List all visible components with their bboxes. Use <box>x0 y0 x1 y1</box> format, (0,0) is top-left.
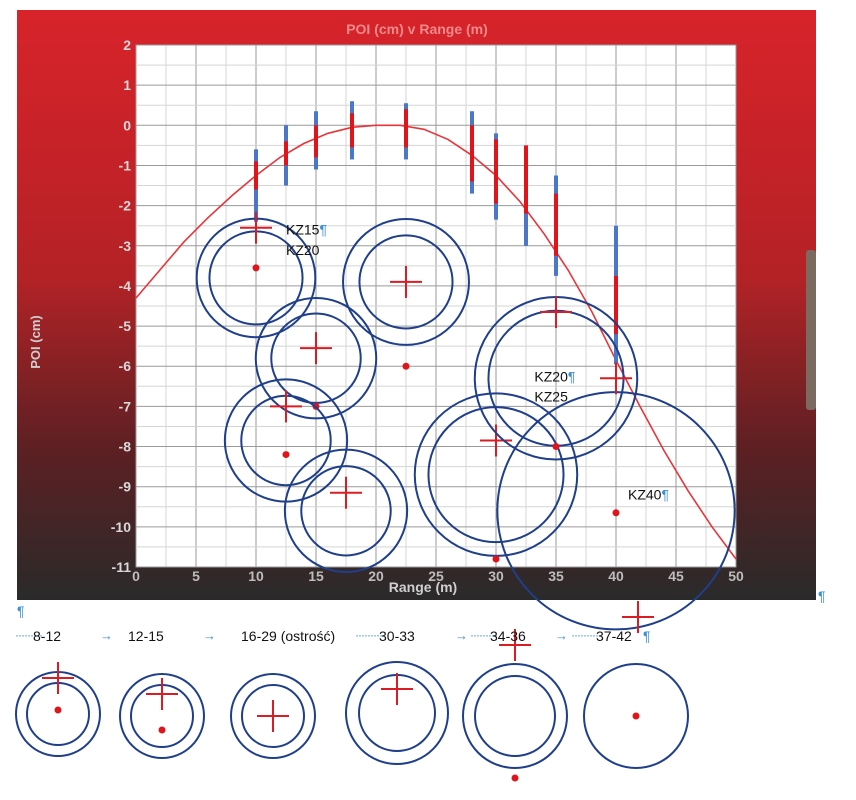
y-tick-label: -8 <box>119 439 132 455</box>
x-tick-label: 30 <box>488 568 504 584</box>
arrow-icon: → <box>203 628 216 643</box>
arrow-icon: → <box>555 628 568 643</box>
target-group <box>413 392 579 563</box>
impact-dot <box>511 774 519 782</box>
pilcrow-mark: ¶ <box>661 487 669 503</box>
target-group <box>473 296 639 461</box>
bottom-target <box>345 661 449 765</box>
x-tick-label: 35 <box>548 568 564 584</box>
chart-title: POI (cm) v Range (m) <box>346 21 488 37</box>
range-step: 34-36 <box>490 628 526 644</box>
target-ring-inner <box>474 675 556 757</box>
range-step: 37-42 <box>596 628 632 644</box>
trajectory-curve <box>135 124 737 560</box>
arrow-icon: → <box>100 628 113 643</box>
impact-dot <box>632 712 640 720</box>
y-tick-label: -9 <box>119 479 132 495</box>
y-tick-label: 1 <box>123 77 131 93</box>
y-axis-ticks: 2 1 0 -1 -2 -3 -4 -5 -6 -7 -8 -9 -10 -11 <box>111 37 131 575</box>
annotation-label: KZ40¶ <box>628 487 669 503</box>
y-tick-label: -7 <box>119 398 132 414</box>
pilcrow-mark: ¶ <box>568 368 576 384</box>
y-tick-label: -11 <box>112 559 132 575</box>
pilcrow-mark-left: ¶ <box>17 603 25 619</box>
annotation-label: KZ25 <box>534 388 568 404</box>
target-ring-outer <box>583 663 689 769</box>
target-ring-outer <box>342 217 470 346</box>
range-step: 30-33 <box>379 628 415 644</box>
arrow-icon: → <box>455 628 468 643</box>
x-tick-label: 10 <box>248 568 264 584</box>
impact-dot <box>54 706 62 714</box>
impact-dot <box>282 451 290 459</box>
y-tick-label: -3 <box>119 238 132 254</box>
annotation-label: KZ20¶ <box>534 368 575 384</box>
dots-leader: ········· <box>571 628 599 642</box>
dots-leader: ········· <box>470 628 498 642</box>
error-bars <box>254 101 618 365</box>
y-tick-label: -4 <box>119 278 132 294</box>
impact-dot <box>158 726 166 734</box>
x-tick-label: 0 <box>132 568 140 584</box>
dots-leader: ········· <box>15 628 43 642</box>
y-tick-label: -6 <box>119 358 132 374</box>
target-group <box>496 362 736 631</box>
bottom-target <box>15 662 101 757</box>
x-axis-label: Range (m) <box>389 579 457 595</box>
y-axis-label: POI (cm) <box>28 315 43 368</box>
bottom-target <box>230 673 316 759</box>
x-tick-label: 15 <box>308 568 324 584</box>
target-ring-outer <box>462 663 568 769</box>
range-step: 12-15 <box>128 628 164 644</box>
target-ring-outer <box>119 673 205 759</box>
x-tick-label: 5 <box>192 568 200 584</box>
x-tick-label: 50 <box>728 568 744 584</box>
pilcrow-mark-right: ¶ <box>818 588 826 604</box>
x-tick-label: 40 <box>608 568 624 584</box>
target-ring-outer <box>345 661 449 765</box>
bottom-target <box>119 673 205 759</box>
target-group <box>283 448 409 573</box>
pilcrow-mark: ¶ <box>319 222 327 238</box>
dots-leader: ········· <box>355 628 383 642</box>
chart-right-tab <box>806 250 816 410</box>
annotation-label: KZ15¶ <box>286 222 327 238</box>
target-ring-outer <box>230 673 316 759</box>
range-step: 8-12 <box>33 628 62 644</box>
target-ring-outer <box>254 296 378 420</box>
bottom-target <box>462 629 568 782</box>
range-step: 16-29 (ostrość) <box>241 628 336 644</box>
y-tick-label: 2 <box>123 37 131 53</box>
annotation-label: KZ20 <box>286 242 320 258</box>
range-steps-row: ········· 8-12 → 12-15 → 16-29 (ostrość)… <box>15 628 665 650</box>
bottom-target <box>583 663 689 769</box>
impact-dot <box>492 555 500 563</box>
x-axis-ticks: 0 5 10 15 20 25 30 35 40 45 50 <box>132 568 744 584</box>
target-ring-inner <box>300 465 392 557</box>
x-tick-label: 20 <box>368 568 384 584</box>
impact-dot <box>552 443 560 451</box>
target-ring-inner <box>241 684 305 748</box>
y-tick-label: -10 <box>111 519 131 535</box>
y-tick-label: -1 <box>119 157 132 173</box>
impact-dot <box>402 362 410 370</box>
x-tick-label: 25 <box>428 568 444 584</box>
y-tick-label: -5 <box>119 318 132 334</box>
target-group <box>342 217 470 370</box>
target-ring-inner <box>358 234 454 330</box>
annotations: KZ15¶ KZ20 KZ20¶ KZ25 KZ40¶ <box>286 222 669 503</box>
target-ring-inner <box>427 406 565 544</box>
y-tick-label: 0 <box>123 117 131 133</box>
target-groups <box>195 211 736 631</box>
target-ring-outer <box>283 448 409 573</box>
impact-dot <box>252 264 260 272</box>
x-tick-label: 45 <box>668 568 684 584</box>
y-tick-label: -2 <box>119 198 132 214</box>
bottom-targets <box>15 601 689 782</box>
impact-dot <box>612 509 620 517</box>
pilcrow-mark: ¶ <box>643 628 651 644</box>
